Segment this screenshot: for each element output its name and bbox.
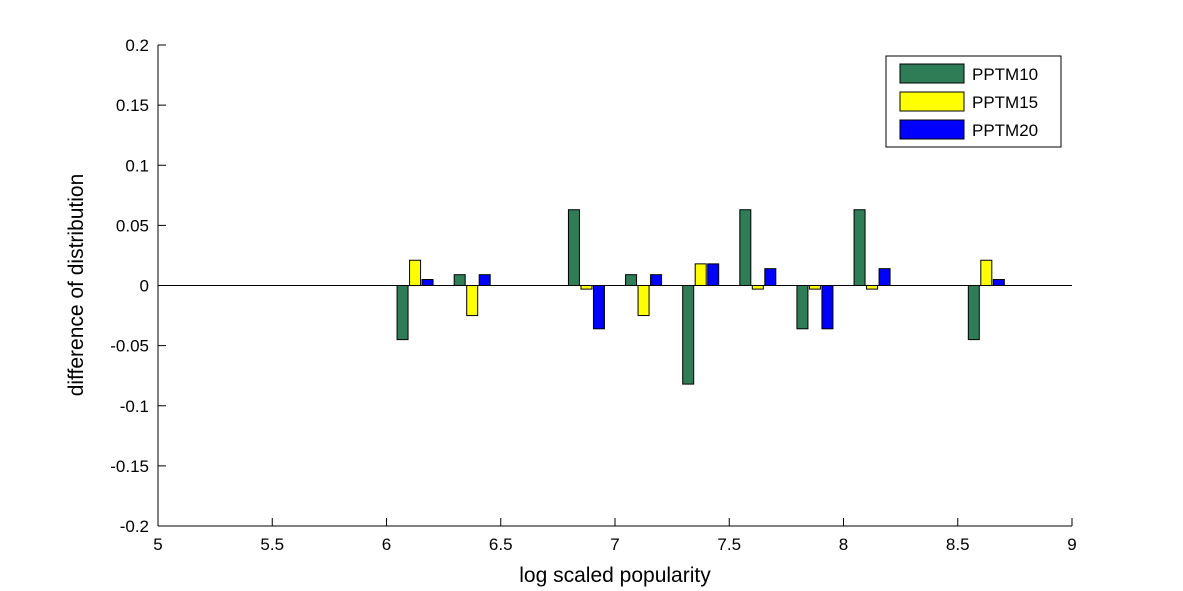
bar-pptm20-0: [421, 278, 434, 286]
y-tick-label-8: -0.2: [120, 517, 149, 536]
x-tick-label-1: 5.5: [260, 535, 284, 554]
bar-pptm10-4: [682, 285, 695, 385]
bar-pptm15-5: [751, 285, 764, 290]
bar-pptm10-8: [967, 285, 980, 341]
x-tick-label-0: 5: [153, 535, 162, 554]
y-tick-label-1: 0.15: [116, 96, 149, 115]
y-tick-label-3: 0.05: [116, 216, 149, 235]
x-tick-label-7: 8.5: [946, 535, 970, 554]
bar-pptm20-2: [592, 285, 605, 330]
y-tick-label-2: 0.1: [125, 156, 149, 175]
bar-pptm10-6: [796, 285, 809, 330]
bar-pptm15-6: [808, 285, 821, 290]
bar-pptm15-1: [466, 285, 479, 317]
x-tick-label-3: 6.5: [489, 535, 513, 554]
x-tick-label-2: 6: [382, 535, 391, 554]
x-tick-label-5: 7.5: [717, 535, 741, 554]
y-tick-label-7: -0.15: [110, 457, 149, 476]
bar-pptm10-5: [739, 209, 752, 287]
legend-label-pptm20: PPTM20: [972, 121, 1038, 140]
x-tick-label-4: 7: [610, 535, 619, 554]
y-tick-label-4: 0: [140, 277, 149, 296]
bar-pptm15-4: [694, 263, 707, 286]
bar-pptm15-7: [866, 285, 879, 290]
bar-pptm10-1: [453, 274, 466, 286]
y-tick-label-5: -0.05: [110, 337, 149, 356]
bar-pptm20-5: [764, 268, 777, 287]
bar-pptm10-0: [396, 285, 409, 341]
bar-pptm20-6: [821, 285, 834, 330]
bar-pptm10-2: [567, 209, 580, 287]
legend: PPTM10 PPTM15 PPTM20: [885, 55, 1062, 148]
bar-pptm20-1: [478, 274, 491, 286]
legend-swatch-pptm15: [899, 91, 965, 112]
x-tick-label-6: 8: [839, 535, 848, 554]
bar-pptm20-4: [707, 263, 720, 286]
bar-pptm10-3: [625, 274, 638, 286]
y-tick-label-0: 0.2: [125, 36, 149, 55]
bar-pptm15-8: [980, 259, 993, 286]
y-axis-label: difference of distribution: [65, 174, 88, 397]
legend-swatch-pptm10: [899, 63, 965, 84]
x-axis-label: log scaled popularity: [519, 564, 711, 587]
bar-pptm15-2: [580, 285, 593, 290]
bar-pptm10-7: [853, 209, 866, 287]
bar-pptm15-3: [637, 285, 650, 317]
bar-pptm20-3: [650, 274, 663, 286]
x-tick-label-8: 9: [1067, 535, 1076, 554]
ticks-group: 5 5.5 6 6.5 7 7.5 8 8.5 9 0.2 0.15 0.1 0.05 0 -0.05 -0.…: [110, 36, 1076, 554]
bar-pptm20-7: [878, 268, 891, 287]
bar-pptm20-8: [992, 278, 1005, 286]
legend-label-pptm10: PPTM10: [972, 65, 1038, 84]
y-tick-label-6: -0.1: [120, 397, 149, 416]
legend-label-pptm15: PPTM15: [972, 93, 1038, 112]
legend-swatch-pptm20: [899, 119, 965, 140]
bar-pptm15-0: [409, 259, 422, 286]
